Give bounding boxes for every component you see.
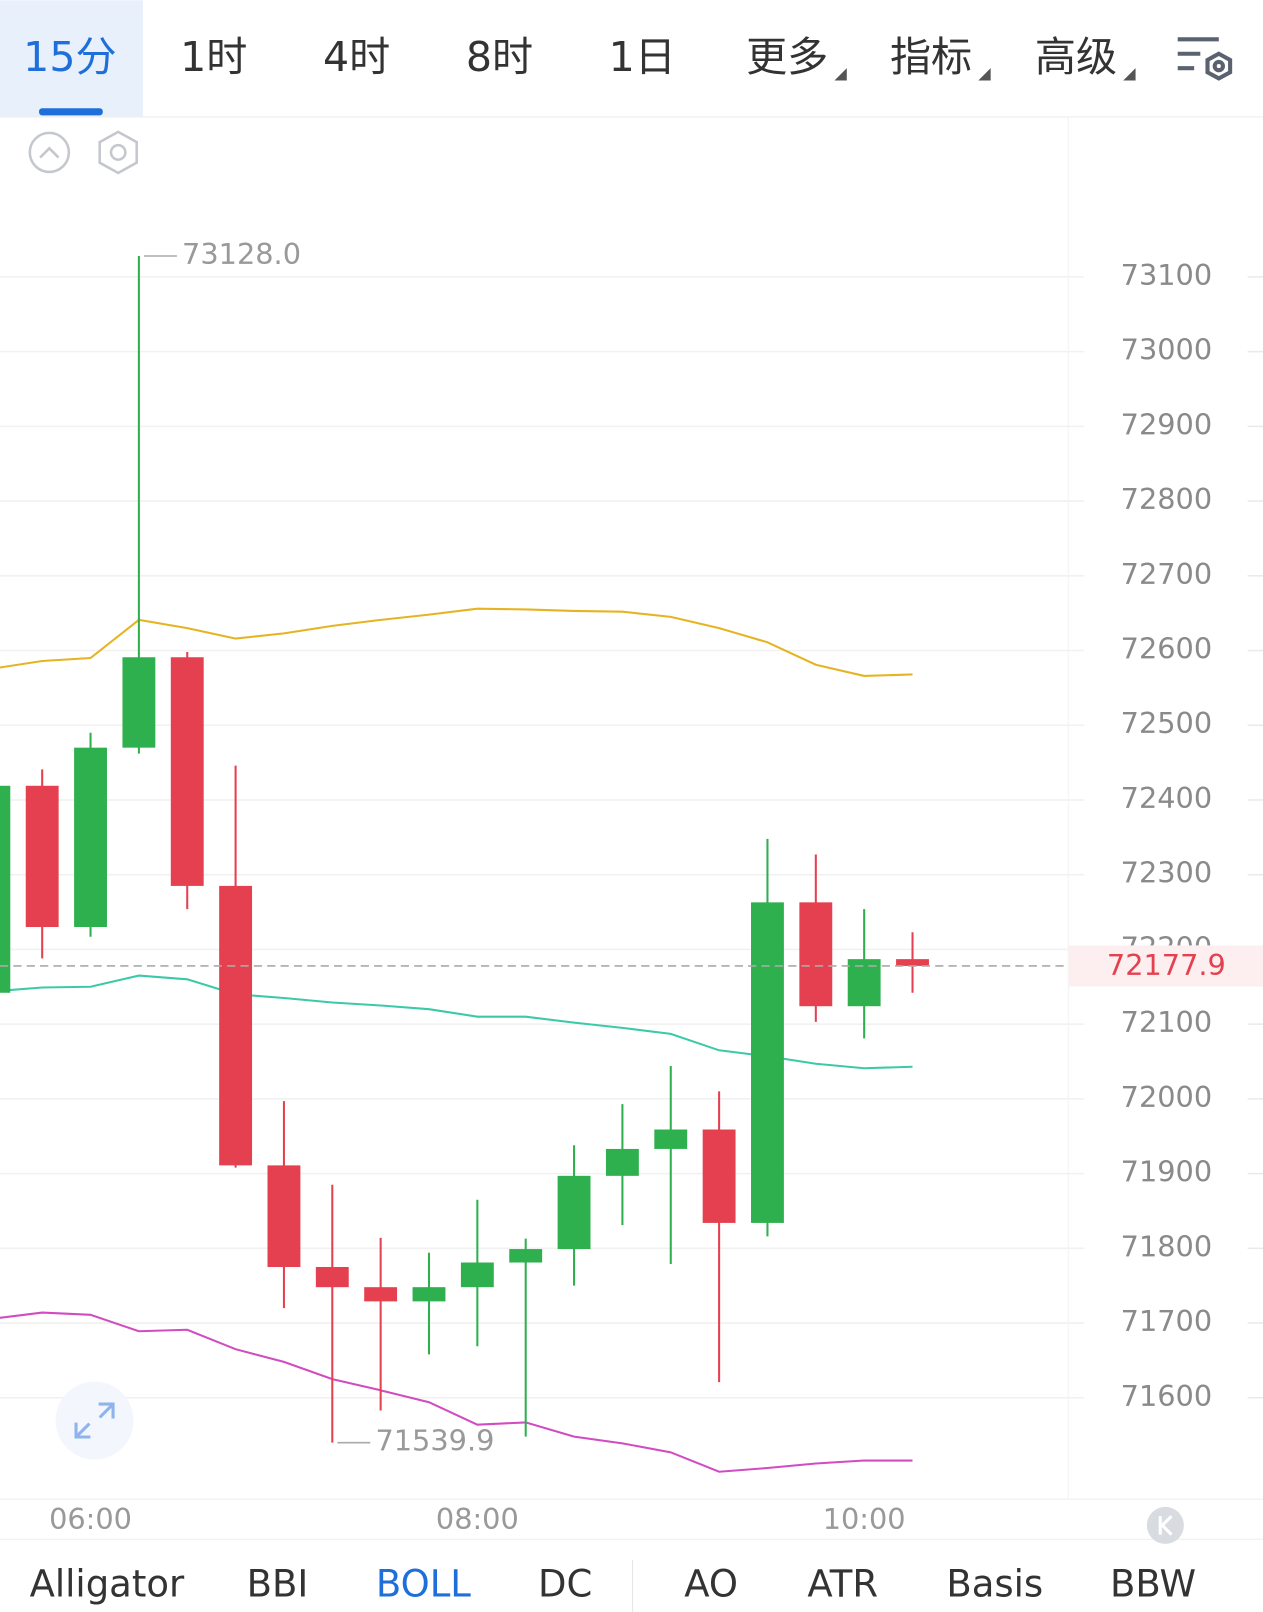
icon-hex	[98, 130, 138, 175]
y-tick-label: 72300	[1121, 856, 1213, 890]
candle-body	[751, 902, 784, 1223]
chart-settings-hex[interactable]	[98, 130, 138, 175]
candle-body	[219, 885, 253, 1166]
icon-bg	[1146, 1506, 1184, 1544]
candle-body	[799, 902, 833, 1007]
x-tick-label: 06:00	[49, 1502, 132, 1536]
candle-body	[315, 1267, 349, 1288]
candle-body	[170, 657, 204, 886]
icon-dot	[1212, 59, 1225, 73]
indicator-tab[interactable]: DC	[538, 1562, 592, 1605]
x-tick-label: 10:00	[823, 1502, 906, 1536]
candle-body	[25, 785, 59, 928]
timeframe-tab[interactable]: 15分	[23, 33, 116, 81]
price-axis-area	[1067, 117, 1263, 1499]
y-tick-label: 73000	[1121, 333, 1213, 367]
y-tick-label: 72100	[1121, 1005, 1213, 1039]
y-tick-label: 72000	[1121, 1080, 1213, 1114]
y-tick-label: 72700	[1121, 557, 1213, 591]
indicator-tab[interactable]: Basis	[946, 1562, 1043, 1605]
icon-dot	[109, 143, 127, 161]
y-tick-label: 73100	[1121, 258, 1213, 292]
plot: 7160071700718007190072000721007220072300…	[0, 237, 1263, 1473]
candle-body	[847, 959, 881, 1007]
y-tick-label: 71700	[1121, 1304, 1213, 1338]
icon-bg	[55, 1381, 134, 1460]
icon-circle	[28, 131, 71, 174]
candle-body	[557, 1175, 591, 1250]
candle-body	[896, 959, 929, 966]
icon-arrow	[74, 1422, 91, 1439]
kline-icon[interactable]	[1146, 1506, 1184, 1544]
collapse-icon[interactable]	[28, 131, 71, 174]
y-tick-label: 71600	[1121, 1379, 1213, 1413]
indicator-tab[interactable]: Alligator	[30, 1562, 185, 1605]
timeframe-tab[interactable]: 1时	[180, 33, 247, 81]
extreme-label: 73128.0	[182, 237, 301, 271]
x-tick-label: 08:00	[436, 1502, 519, 1536]
candle-body	[702, 1129, 736, 1223]
candle-body	[412, 1287, 446, 1302]
timeframe-tab[interactable]: 更多	[746, 33, 828, 81]
timeframe-tab[interactable]: 指标	[890, 33, 972, 81]
candle-body	[364, 1287, 398, 1302]
y-tick-label: 72900	[1121, 407, 1213, 441]
dropdown-caret	[834, 68, 847, 81]
candle-body	[0, 785, 11, 993]
timeframe-tab[interactable]: 4时	[323, 33, 390, 81]
icon-arrow	[98, 1403, 115, 1419]
candle-body	[122, 657, 156, 748]
current-price-bg	[1068, 945, 1263, 987]
icon-chevron	[39, 146, 60, 159]
y-tick-label: 72400	[1121, 781, 1213, 815]
fullscreen-icon[interactable]	[55, 1381, 134, 1460]
y-tick-label: 72800	[1121, 482, 1213, 516]
candle-body	[509, 1249, 543, 1263]
timeframe-tab[interactable]: 高级	[1035, 33, 1117, 81]
chart-settings-icon[interactable]	[1177, 37, 1233, 81]
indicator-tab[interactable]: BBW	[1110, 1562, 1196, 1605]
extreme-label: 71539.9	[375, 1424, 494, 1458]
indicator-tab[interactable]: BBI	[247, 1562, 309, 1605]
dropdown-caret	[1123, 68, 1136, 81]
icon-hex	[1205, 51, 1233, 81]
timeframe-tab[interactable]: 8时	[466, 33, 533, 81]
y-tick-label: 71800	[1121, 1229, 1213, 1263]
boll-line	[0, 607, 913, 677]
y-tick-label: 72600	[1121, 632, 1213, 666]
y-tick-label: 72500	[1121, 706, 1213, 740]
dropdown-caret	[978, 68, 991, 81]
candle-body	[605, 1148, 639, 1176]
indicator-tab[interactable]: BOLL	[376, 1562, 471, 1605]
y-tick-label: 71900	[1121, 1155, 1213, 1189]
current-price-label: 72177.9	[1107, 948, 1226, 982]
candle-body	[74, 747, 107, 928]
active-tab-indicator	[39, 108, 103, 116]
indicator-tab[interactable]: AO	[684, 1562, 738, 1605]
candle-body	[267, 1165, 301, 1268]
boll-line	[0, 1311, 913, 1473]
candle-body	[654, 1129, 688, 1149]
candle-body	[460, 1262, 494, 1288]
indicator-tab[interactable]: ATR	[807, 1562, 878, 1605]
timeframe-tab[interactable]: 1日	[609, 33, 676, 81]
active-tab-bg	[0, 0, 143, 117]
icon-k	[1160, 1515, 1173, 1536]
